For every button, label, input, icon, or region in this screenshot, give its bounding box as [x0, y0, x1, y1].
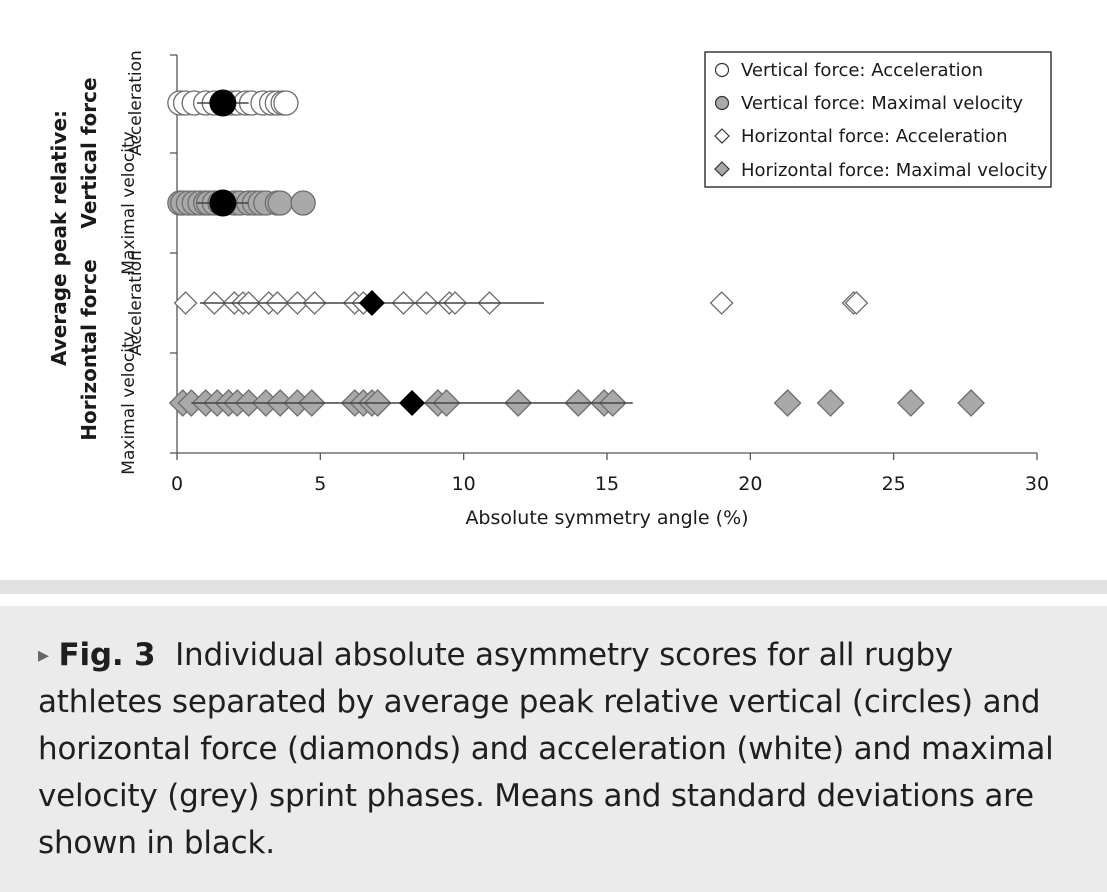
x-axis-title: Absolute symmetry angle (%)	[465, 507, 748, 529]
row-label-vertical-acceleration: Acceleration	[126, 50, 146, 156]
x-tick-label-20: 20	[738, 473, 762, 495]
legend-label-horizontal-maximal-velocity: Horizontal force: Maximal velocity	[741, 160, 1048, 181]
row-label-horizontal-maximal-velocity: Maximal velocity	[119, 331, 139, 474]
point-s1-18	[290, 190, 316, 216]
caption-text: Individual absolute asymmetry scores for…	[38, 637, 1054, 861]
group-label-vertical-force: Vertical force	[77, 77, 101, 228]
axes-layer: 0 5 10 15 20 25 30	[170, 54, 1049, 495]
point-s3-22	[816, 389, 845, 417]
legend-marker-horizontal-acceleration	[714, 128, 730, 144]
figure-area: 0 5 10 15 20 25 30 Absolute symmetry angle (%)…	[47, 50, 1052, 529]
point-s1-17	[267, 190, 293, 216]
scatter-chart: 0 5 10 15 20 25 30 Absolute symmetry angle (%)…	[47, 50, 1052, 529]
legend-label-vertical-maximal-velocity: Vertical force: Maximal velocity	[741, 93, 1023, 114]
y-group-title: Average peak relative:	[47, 110, 71, 366]
mean-marker-s0	[209, 89, 237, 117]
point-s2-16	[709, 291, 734, 315]
point-s2-18	[844, 291, 869, 315]
row-label-horizontal-acceleration: Acceleration	[126, 250, 146, 356]
x-tick-label-30: 30	[1025, 473, 1049, 495]
legend-label-vertical-acceleration: Vertical force: Acceleration	[741, 60, 983, 81]
point-s0-14	[273, 90, 299, 116]
figure-label: Fig. 3	[58, 637, 156, 673]
x-tick-label-15: 15	[595, 473, 619, 495]
mean-marker-s3	[399, 390, 426, 416]
legend: Vertical force: Acceleration Vertical fo…	[704, 51, 1052, 188]
point-s2-0	[173, 291, 198, 315]
legend-marker-vertical-maximal-velocity	[714, 95, 730, 111]
mean-marker-s2	[358, 290, 385, 316]
means-layer	[191, 89, 633, 416]
legend-label-horizontal-acceleration: Horizontal force: Acceleration	[741, 126, 1008, 147]
group-label-horizontal-force: Horizontal force	[77, 259, 101, 440]
mean-marker-s1	[209, 189, 237, 217]
caption-arrow-icon: ▸	[38, 643, 49, 668]
caption-box: ▸ Fig. 3 Individual absolute asymmetry s…	[0, 606, 1107, 892]
figure-caption: ▸ Fig. 3 Individual absolute asymmetry s…	[38, 632, 1083, 867]
x-tick-label-25: 25	[882, 473, 906, 495]
x-tick-label-0: 0	[171, 473, 183, 495]
legend-marker-vertical-acceleration	[714, 62, 730, 78]
legend-marker-horizontal-maximal-velocity	[714, 161, 730, 177]
section-divider	[0, 580, 1107, 594]
row-label-vertical-maximal-velocity: Maximal velocity	[119, 131, 139, 274]
x-tick-label-5: 5	[314, 473, 326, 495]
data-points-layer	[167, 90, 985, 417]
legend-box	[704, 51, 1052, 188]
x-tick-label-10: 10	[452, 473, 476, 495]
point-s3-24	[957, 389, 985, 417]
point-s3-21	[773, 389, 802, 417]
point-s3-23	[896, 389, 925, 417]
labels-layer: Absolute symmetry angle (%) Average peak…	[47, 50, 749, 529]
